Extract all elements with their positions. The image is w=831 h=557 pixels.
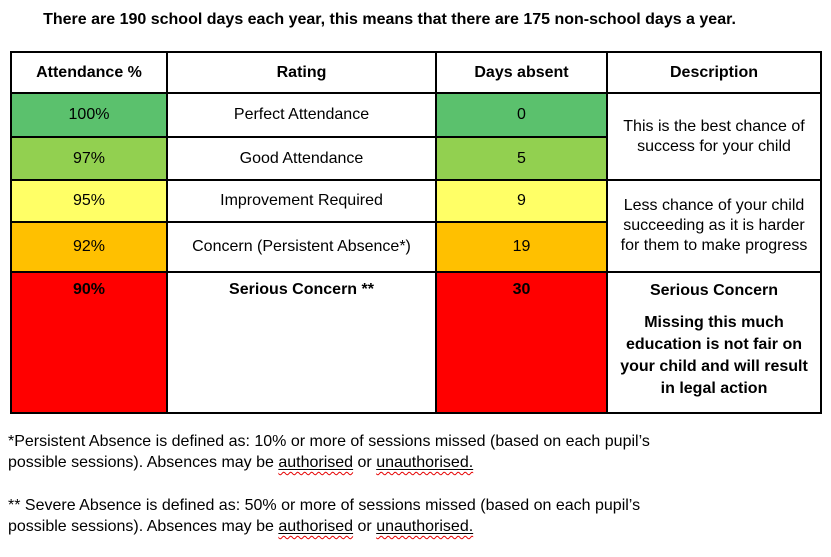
days-absent-cell: 9 [435, 179, 608, 223]
rating-cell: Good Attendance [166, 136, 437, 181]
table-row-97: 97% Good Attendance 5 [10, 136, 821, 181]
spellcheck-underlined-word: unauthorised. [376, 454, 474, 471]
rating-cell: Perfect Attendance [166, 92, 437, 138]
description-cell-serious-concern: Serious Concern Missing this much educat… [606, 271, 822, 414]
description-cell-best-chance: This is the best chance of success for y… [606, 92, 822, 181]
description-cell-less-chance: Less chance of your child succeeding as … [606, 179, 822, 273]
rating-cell: Concern (Persistent Absence*) [166, 221, 437, 273]
footnote-line-1: *Persistent Absence is defined as: 10% o… [8, 433, 650, 450]
attendance-cell: 97% [10, 136, 168, 181]
page-title: There are 190 school days each year, thi… [43, 11, 736, 28]
table-row-100: 100% Perfect Attendance 0 This is the be… [10, 92, 822, 181]
spellcheck-underlined-word: authorised [278, 454, 354, 471]
spellcheck-underlined-word: unauthorised. [376, 518, 474, 535]
footnote-severe-absence: ** Severe Absence is defined as: 50% or … [8, 495, 817, 537]
days-absent-cell: 30 [435, 271, 608, 414]
header-rating: Rating [166, 51, 437, 94]
header-days-absent: Days absent [435, 51, 608, 94]
table-row-90: 90% Serious Concern ** 30 Serious Concer… [10, 271, 822, 414]
rating-cell: Serious Concern ** [166, 271, 437, 414]
attendance-cell: 92% [10, 221, 168, 273]
attendance-cell: 95% [10, 179, 168, 223]
days-absent-cell: 5 [435, 136, 608, 181]
header-description: Description [606, 51, 822, 94]
attendance-cell: 90% [10, 271, 168, 414]
table-header-row: Attendance % Rating Days absent Descript… [10, 51, 822, 94]
footnote-line-2-mid: or [353, 518, 377, 535]
serious-concern-heading: Serious Concern [649, 282, 779, 299]
rating-cell: Improvement Required [166, 179, 437, 223]
footnote-line-2-pre: possible sessions). Absences may be [8, 518, 279, 535]
footnote-line-2-mid: or [353, 454, 377, 471]
spellcheck-underlined-word: authorised [278, 518, 354, 535]
table-row-95: 95% Improvement Required 9 Less chance o… [10, 179, 822, 273]
attendance-table: Attendance % Rating Days absent Descript… [10, 51, 822, 414]
footnote-persistent-absence: *Persistent Absence is defined as: 10% o… [8, 431, 817, 473]
footnote-line-1: ** Severe Absence is defined as: 50% or … [8, 497, 641, 514]
header-attendance: Attendance % [10, 51, 168, 94]
days-absent-cell: 19 [435, 221, 608, 273]
serious-concern-text: Missing this much education is not fair … [620, 314, 808, 397]
table-row-92: 92% Concern (Persistent Absence*) 19 [10, 221, 821, 273]
days-absent-cell: 0 [435, 92, 608, 138]
footnote-line-2-pre: possible sessions). Absences may be [8, 454, 279, 471]
attendance-cell: 100% [10, 92, 168, 138]
